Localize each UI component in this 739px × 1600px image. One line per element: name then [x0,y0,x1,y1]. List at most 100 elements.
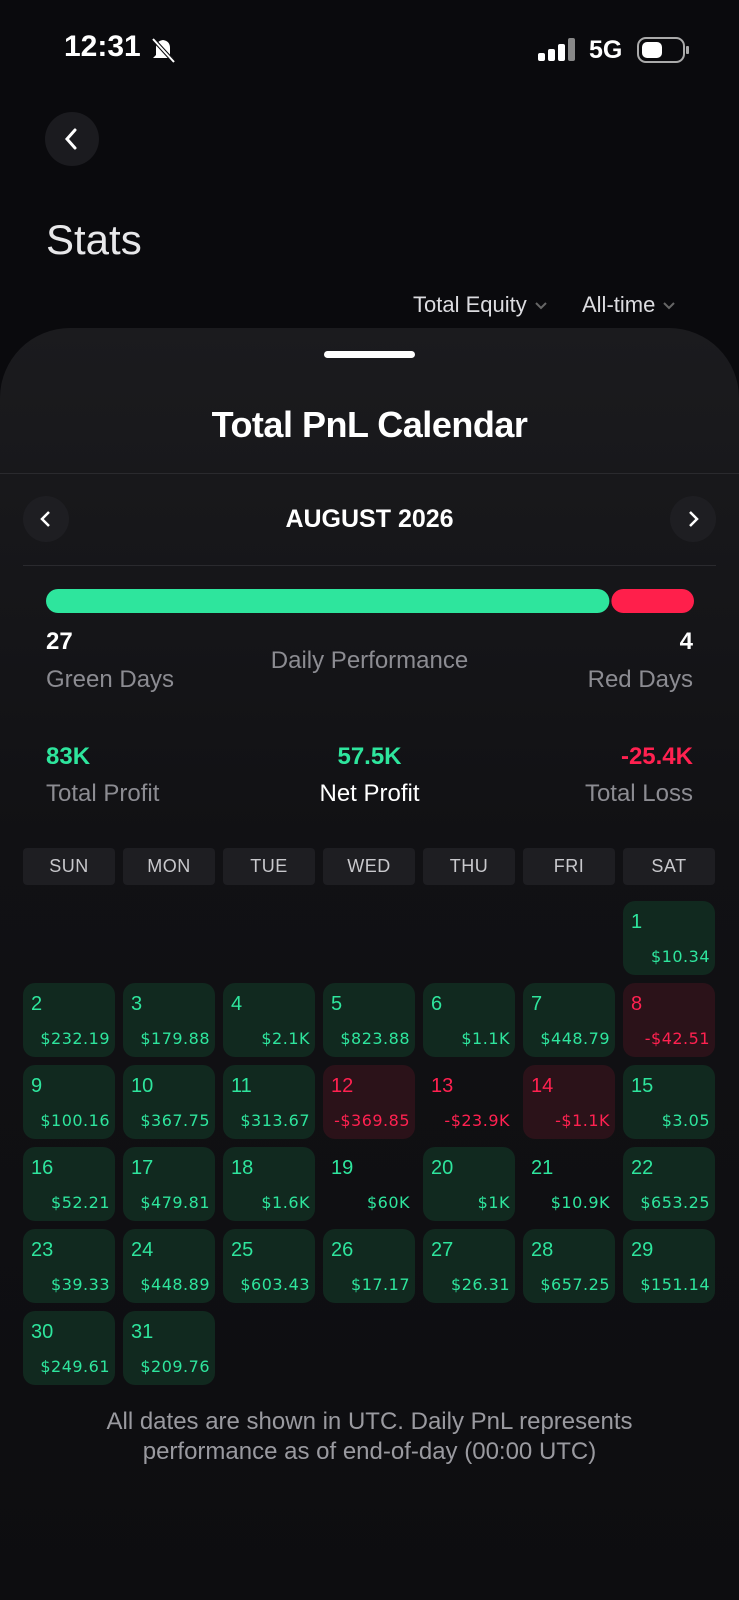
day-number: 8 [631,993,643,1015]
chevron [663,302,676,310]
day-cell[interactable]: 12 -$369.85 [323,1065,415,1139]
day-number: 2 [31,993,43,1015]
day-cell[interactable]: 17 $479.81 [123,1147,215,1221]
day-pnl: $3.05 [661,1111,710,1130]
day-cell[interactable]: 9 $100.16 [23,1065,115,1139]
day-cell[interactable]: 11 $313.67 [223,1065,315,1139]
sheet [0,328,739,1600]
filter-equity[interactable]: Total Equity [413,292,549,318]
day-cell[interactable]: 3 $179.88 [123,983,215,1057]
day-pnl: $1.6K [261,1193,310,1212]
day-cell[interactable]: 13 -$23.9K [423,1065,515,1139]
day-number: 15 [631,1075,654,1097]
day-cell[interactable]: 25 $603.43 [223,1229,315,1303]
day-pnl: $823.88 [340,1029,410,1048]
day-pnl: -$369.85 [334,1111,410,1130]
signal-icon [538,38,575,61]
day-number: 7 [531,993,543,1015]
red-days-count: 4 [679,628,693,655]
day-pnl: -$23.9K [444,1111,510,1130]
filter-label: Total Equity [413,292,527,317]
weekday-label: WED [323,848,415,885]
green-segment [46,589,610,613]
back-button[interactable] [45,112,99,166]
day-number: 6 [431,993,443,1015]
sheet-handle[interactable] [324,351,415,358]
green-days-label: Green Days [46,666,175,693]
day-cell[interactable]: 24 $448.89 [123,1229,215,1303]
day-cell[interactable]: 7 $448.79 [523,983,615,1057]
day-number: 10 [131,1075,154,1097]
day-number: 19 [331,1157,354,1179]
day-pnl: $653.25 [640,1193,710,1212]
day-pnl: $100.16 [40,1111,110,1130]
day-pnl: $179.88 [140,1029,210,1048]
day-cell[interactable]: 2 $232.19 [23,983,115,1057]
day-number: 4 [231,993,243,1015]
day-number: 1 [631,911,643,933]
day-cell[interactable]: 15 $3.05 [623,1065,715,1139]
day-number: 12 [331,1075,354,1097]
day-cell[interactable]: 29 $151.14 [623,1229,715,1303]
divider [23,565,716,566]
day-pnl: $151.14 [640,1275,710,1294]
day-cell[interactable]: 19 $60K [323,1147,415,1221]
day-pnl: $479.81 [140,1193,210,1212]
day-number: 25 [231,1239,254,1261]
day-pnl: $60K [366,1193,410,1212]
day-cell[interactable]: 5 $823.88 [323,983,415,1057]
day-pnl: $10.9K [550,1193,610,1212]
red-days-label: Red Days [587,666,693,693]
day-cell[interactable]: 16 $52.21 [23,1147,115,1221]
day-pnl: $603.43 [240,1275,310,1294]
day-pnl: $209.76 [140,1357,210,1376]
day-pnl: $1.1K [461,1029,510,1048]
day-cell[interactable]: 28 $657.25 [523,1229,615,1303]
day-number: 11 [231,1075,252,1097]
green-days-count: 27 [46,628,73,655]
day-cell[interactable]: 27 $26.31 [423,1229,515,1303]
next-month[interactable] [670,496,716,542]
day-cell[interactable]: 21 $10.9K [523,1147,615,1221]
day-cell[interactable]: 22 $653.25 [623,1147,715,1221]
day-cell[interactable]: 6 $1.1K [423,983,515,1057]
day-cell[interactable]: 18 $1.6K [223,1147,315,1221]
day-cell[interactable]: 30 $249.61 [23,1311,115,1385]
day-cell[interactable]: 31 $209.76 [123,1311,215,1385]
day-number: 22 [631,1157,654,1179]
day-cell[interactable]: 20 $1K [423,1147,515,1221]
day-pnl: $1K [477,1193,510,1212]
month-label: AUGUST 2026 [285,505,454,533]
day-number: 20 [431,1157,454,1179]
weekday-label: THU [423,848,515,885]
day-number: 13 [431,1075,454,1097]
day-cell[interactable]: 14 -$1.1K [523,1065,615,1139]
day-number: 31 [131,1321,154,1343]
day-number: 26 [331,1239,354,1261]
day-number: 5 [331,993,343,1015]
day-cell[interactable]: 4 $2.1K [223,983,315,1057]
divider [0,473,739,474]
network: 5G [589,36,623,64]
day-pnl: $17.17 [351,1275,410,1294]
day-pnl: $448.89 [140,1275,210,1294]
total-loss: -25.4K [620,743,693,770]
day-pnl: $10.34 [651,947,710,966]
day-cell[interactable]: 1 $10.34 [623,901,715,975]
day-pnl: $232.19 [40,1029,110,1048]
filter-time[interactable]: All-time [582,292,677,318]
day-number: 16 [31,1157,54,1179]
day-cell[interactable]: 8 -$42.51 [623,983,715,1057]
weekday-label: SAT [623,848,715,885]
prev-month[interactable] [23,496,69,542]
day-pnl: $448.79 [540,1029,610,1048]
day-pnl: -$42.51 [644,1029,710,1048]
day-cell[interactable]: 26 $17.17 [323,1229,415,1303]
total-loss-label: Total Loss [584,780,693,807]
chevron [535,302,547,310]
weekday-label: TUE [223,848,315,885]
day-cell[interactable]: 10 $367.75 [123,1065,215,1139]
day-cell[interactable]: 23 $39.33 [23,1229,115,1303]
footer-note: All dates are shown in UTC. Daily PnL re… [106,1408,633,1465]
